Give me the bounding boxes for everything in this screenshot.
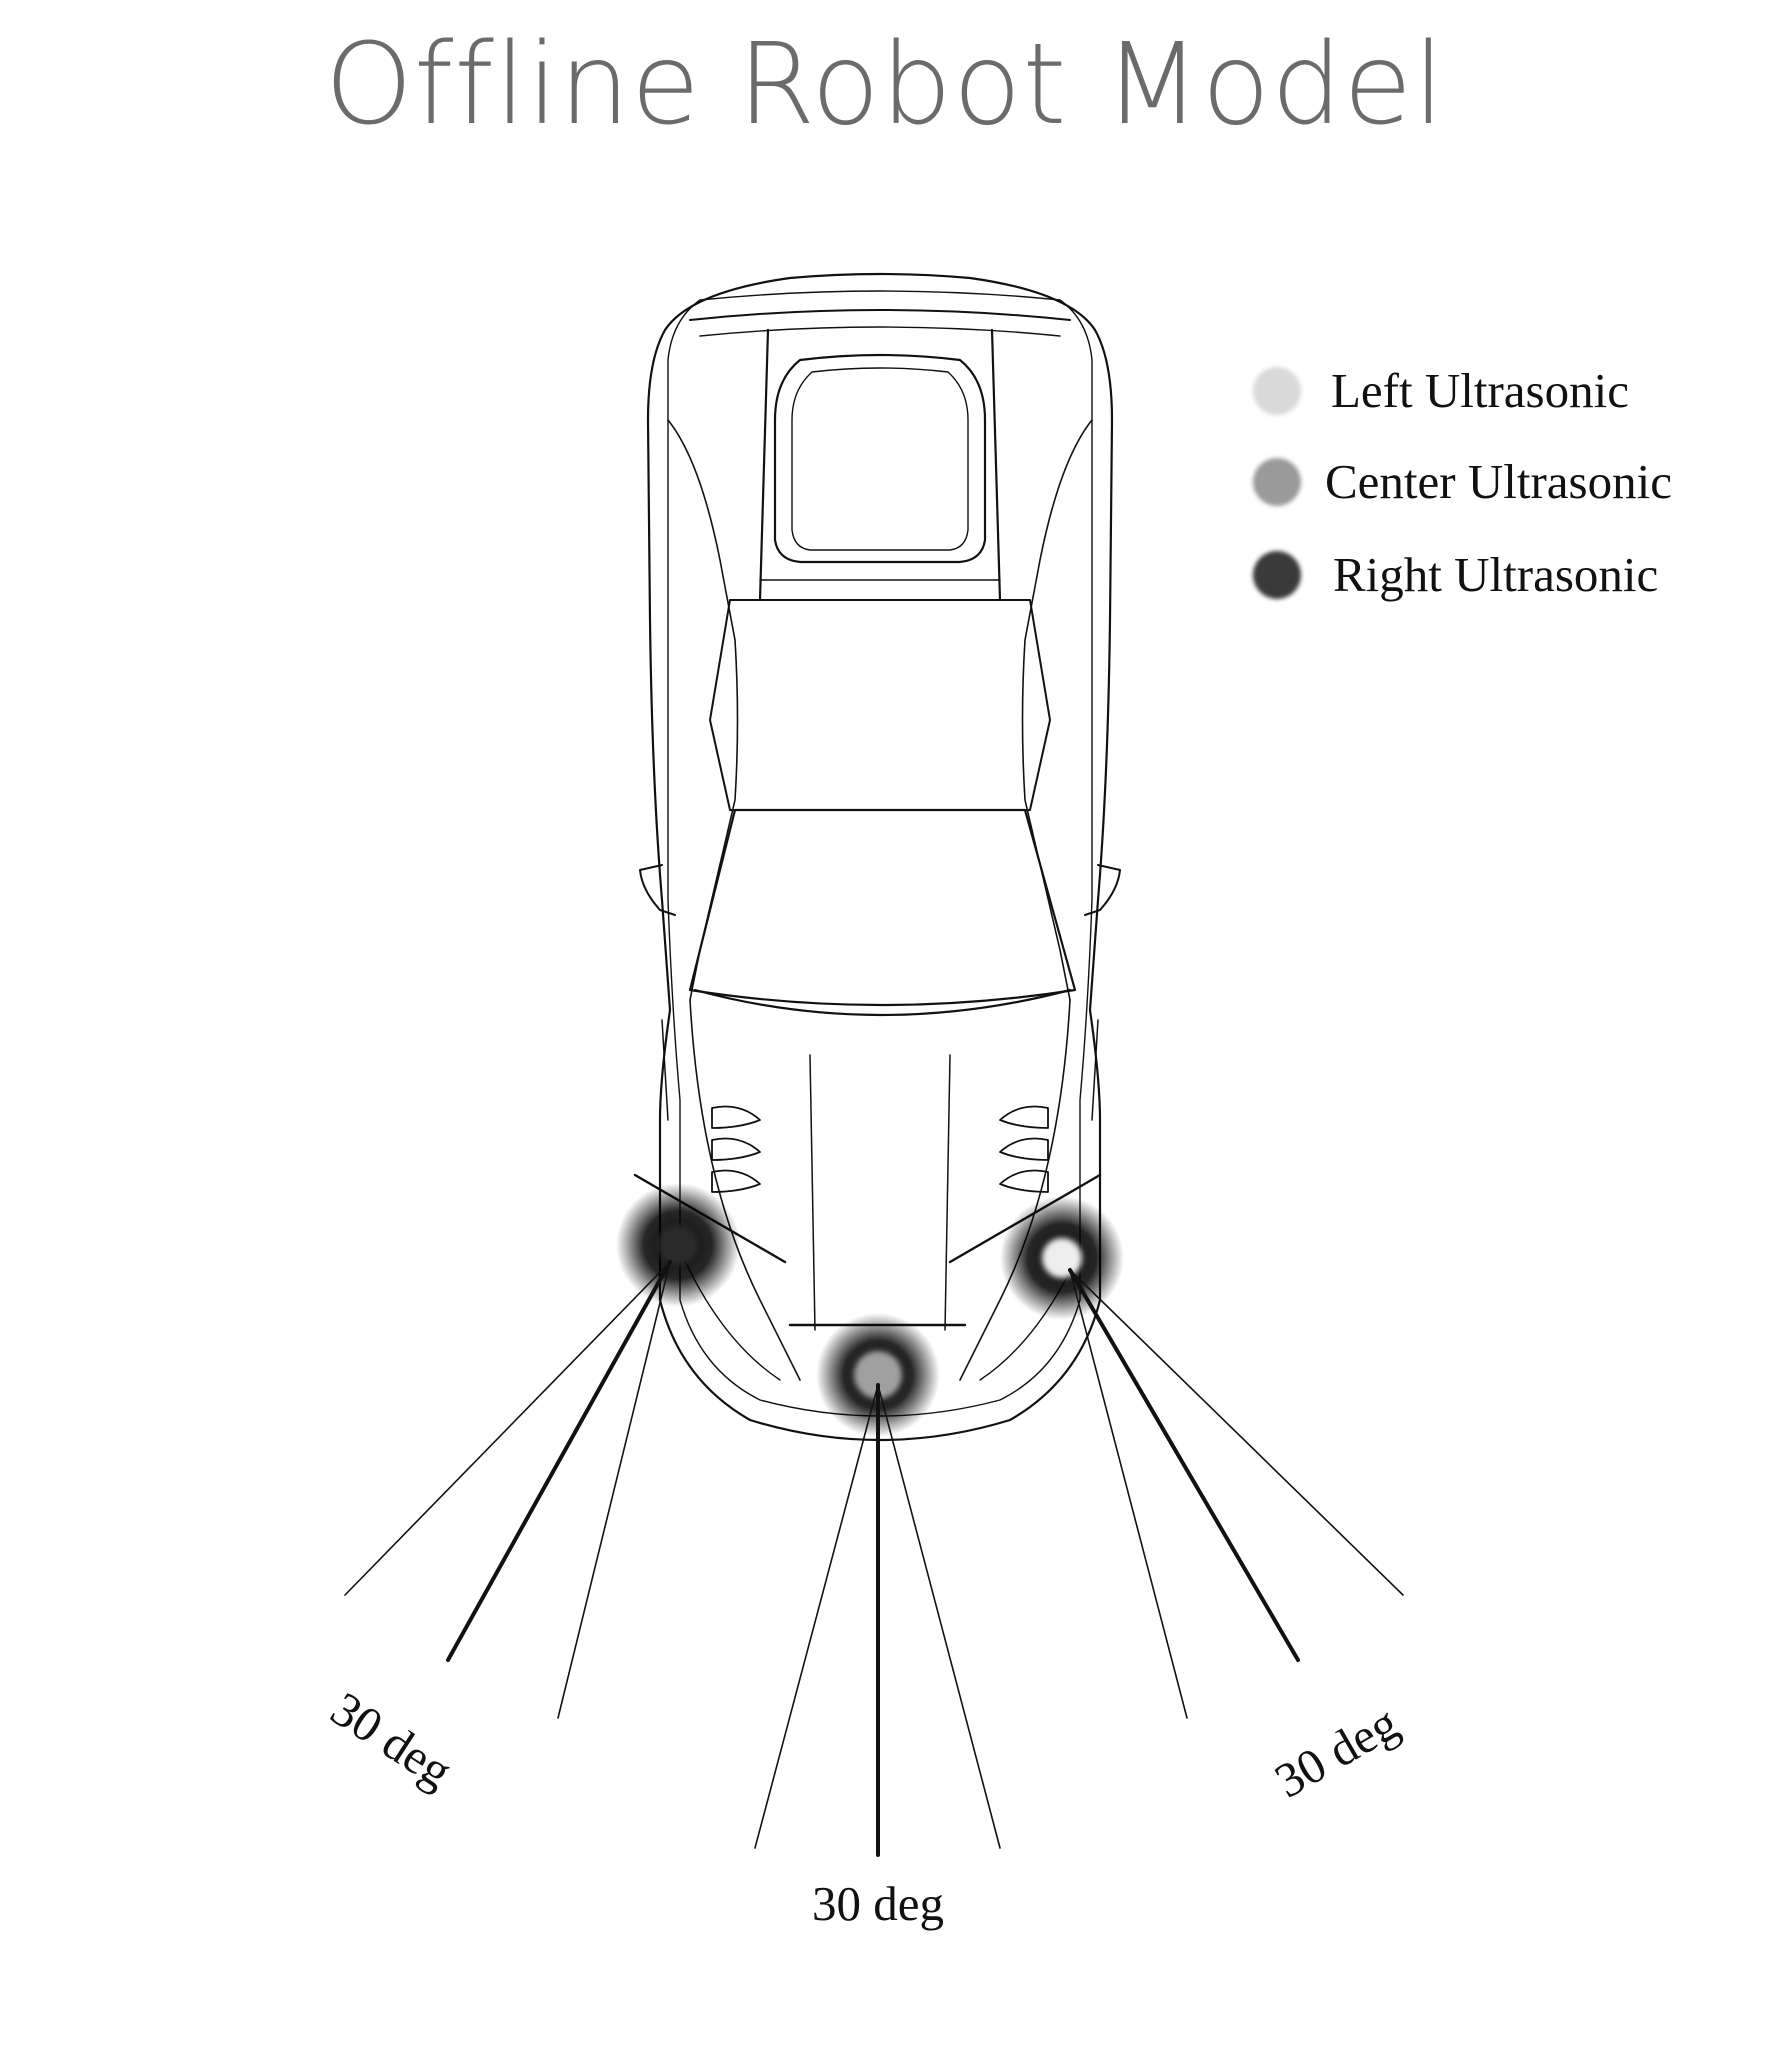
right-beam-axis <box>1068 1268 1300 1662</box>
roof <box>709 599 1051 811</box>
left-beam-edge-inner <box>557 1261 671 1719</box>
left-sensor-beam <box>344 1260 672 1719</box>
center-sensor <box>816 1313 940 1437</box>
legend-label-left: Left Ultrasonic <box>1331 363 1629 418</box>
legend-item-left: Left Ultrasonic <box>1253 362 1629 419</box>
page-title: Offline Robot Model <box>324 20 1446 150</box>
center-angle-label: 30 deg <box>812 1876 944 1931</box>
car-body <box>646 272 1114 1442</box>
right-beam-edge-inner <box>1069 1269 1188 1719</box>
right-sensor <box>1000 1196 1124 1320</box>
right-beam-edge-outer <box>1069 1269 1404 1596</box>
windshield <box>688 808 1077 1007</box>
left-beam-axis <box>446 1260 672 1662</box>
left-sensor <box>616 1183 740 1307</box>
left-mirror <box>639 864 676 916</box>
legend-swatch-right <box>1253 550 1301 599</box>
left-beam-edge-outer <box>344 1261 671 1596</box>
car-outline <box>639 272 1121 1442</box>
center-beam-edge-right <box>877 1384 1001 1849</box>
legend-swatch-center <box>1253 457 1301 506</box>
rear-window <box>773 353 987 564</box>
legend-label-right: Right Ultrasonic <box>1333 547 1659 602</box>
left-hood-vents <box>711 1105 761 1193</box>
center-beam-edge-left <box>754 1384 879 1849</box>
legend-item-right: Right Ultrasonic <box>1253 546 1658 603</box>
right-hood-vents <box>999 1105 1049 1193</box>
legend-item-center: Center Ultrasonic <box>1253 453 1672 510</box>
legend-label-center: Center Ultrasonic <box>1325 454 1672 509</box>
right-sensor-beam <box>1068 1268 1404 1719</box>
center-sensor-beam <box>754 1383 1001 1857</box>
legend-swatch-left <box>1253 366 1301 415</box>
right-mirror <box>1084 864 1121 916</box>
